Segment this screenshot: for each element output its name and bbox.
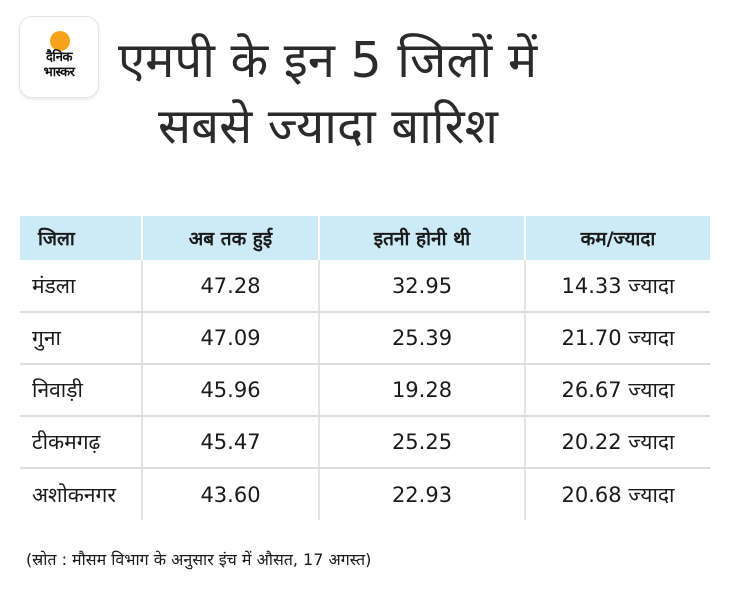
cell-difference: 14.33 ज्यादा xyxy=(525,260,710,313)
table-row: निवाड़ी 45.96 19.28 26.67 ज्यादा xyxy=(20,364,710,417)
headline-line2: सबसे ज्यादा बारिश xyxy=(158,98,498,155)
cell-difference: 20.68 ज्यादा xyxy=(561,482,675,507)
table-row: गुना 47.09 25.39 21.70 ज्यादा xyxy=(20,312,710,365)
table-row: टीकमगढ़ 45.47 25.25 20.22 ज्यादा xyxy=(20,416,710,469)
headline-line1: एमपी के इन 5 जिलों में xyxy=(118,32,538,89)
cell-district: निवाड़ी xyxy=(20,364,143,417)
cell-expected: 19.28 xyxy=(319,364,526,417)
cell-difference: 21.70 ज्यादा xyxy=(525,312,710,365)
cell-expected: 25.25 xyxy=(319,416,526,469)
header-expected: इतनी होनी थी xyxy=(319,216,526,260)
cell-received: 47.28 xyxy=(142,260,320,313)
header-received: अब तक हुई xyxy=(142,216,320,260)
cell-difference: 20.22 ज्यादा xyxy=(525,416,710,469)
cell-district: टीकमगढ़ xyxy=(20,416,143,469)
cell-received: 43.60 xyxy=(142,468,320,520)
header-district: जिला xyxy=(20,216,143,260)
source-note: (स्रोत : मौसम विभाग के अनुसार इंच में औस… xyxy=(26,550,372,569)
cell-difference: 26.67 ज्यादा xyxy=(525,364,710,417)
rainfall-table: जिला अब तक हुई इतनी होनी थी कम/ज्यादा मं… xyxy=(20,216,710,520)
table-header-row: जिला अब तक हुई इतनी होनी थी कम/ज्यादा xyxy=(20,216,710,260)
cell-expected: 22.93 xyxy=(319,468,526,520)
table-row: मंडला 47.28 32.95 14.33 ज्यादा xyxy=(20,260,710,313)
cell-received: 45.47 xyxy=(142,416,320,469)
logo-sun-icon xyxy=(50,31,70,51)
cell-expected: 25.39 xyxy=(319,312,526,365)
cell-district: मंडला xyxy=(20,260,143,313)
dainik-bhaskar-logo: दैनिक भास्कर xyxy=(20,17,98,97)
cell-expected: 32.95 xyxy=(319,260,526,313)
cell-district: अशोकनगर xyxy=(20,468,143,520)
cell-district: गुना xyxy=(20,312,143,365)
cell-received: 47.09 xyxy=(142,312,320,365)
cell-received: 45.96 xyxy=(142,364,320,417)
headline: एमपी के इन 5 जिलों में सबसे ज्यादा बारिश xyxy=(118,28,718,160)
header-difference: कम/ज्यादा xyxy=(525,216,710,260)
table-row: अशोकनगर 43.60 22.93 20.68 ज्यादा xyxy=(20,468,710,520)
logo-text-line1: दैनिक xyxy=(46,50,72,65)
logo-text-line2: भास्कर xyxy=(43,65,75,80)
